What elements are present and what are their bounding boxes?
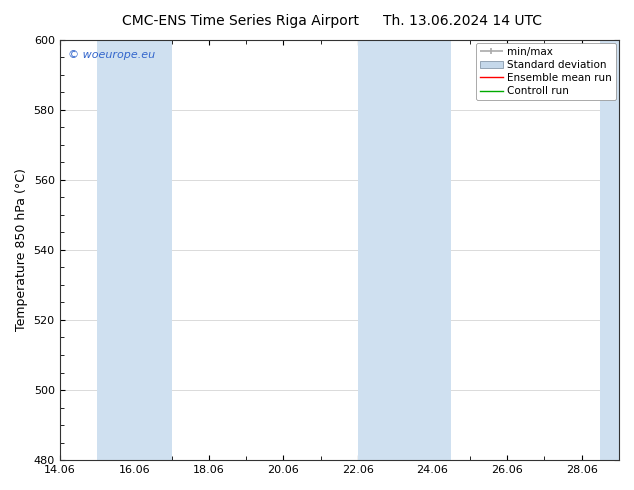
Bar [97,40,172,460]
Bar [358,40,451,460]
Y-axis label: Temperature 850 hPa (°C): Temperature 850 hPa (°C) [15,169,28,331]
Text: Th. 13.06.2024 14 UTC: Th. 13.06.2024 14 UTC [384,14,542,28]
Text: © woeurope.eu: © woeurope.eu [68,50,155,60]
Legend: min/max, Standard deviation, Ensemble mean run, Controll run: min/max, Standard deviation, Ensemble me… [476,43,616,100]
Text: CMC-ENS Time Series Riga Airport: CMC-ENS Time Series Riga Airport [122,14,359,28]
Bar [600,40,634,460]
